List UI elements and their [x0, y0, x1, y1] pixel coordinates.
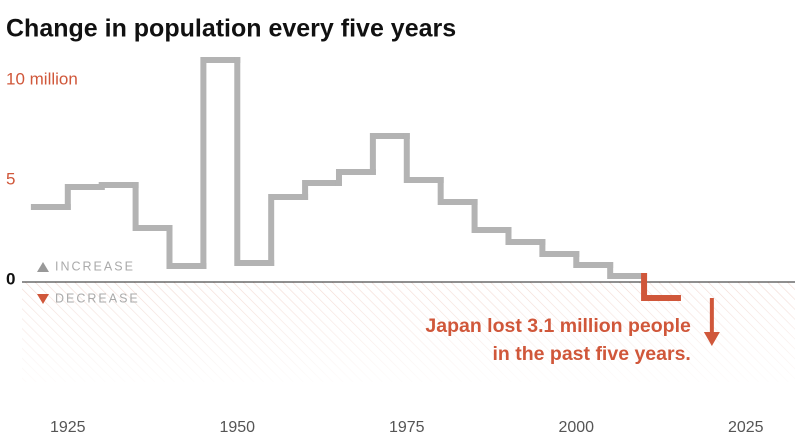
y-tick-label: 0 — [6, 269, 15, 288]
step — [369, 133, 410, 175]
step — [302, 180, 342, 200]
step — [64, 184, 105, 210]
step — [132, 182, 173, 231]
y-tick-label: 5 — [6, 169, 15, 188]
x-tick-label: 2025 — [728, 419, 764, 436]
step — [471, 199, 512, 233]
step — [335, 169, 376, 186]
step — [505, 227, 546, 245]
step — [200, 57, 241, 269]
step — [98, 182, 139, 190]
step — [234, 57, 275, 266]
legend-label: INCREASE — [55, 259, 135, 273]
legend-triangle-down — [37, 294, 49, 304]
step — [403, 133, 444, 183]
step — [573, 251, 614, 268]
y-tick-label: 10 million — [6, 69, 78, 88]
step — [166, 225, 207, 269]
x-tick-label: 1925 — [50, 419, 86, 436]
step — [607, 262, 648, 279]
x-tick-label: 2000 — [558, 419, 594, 436]
legend-triangle-up — [37, 262, 49, 272]
annotation-text: in the past five years. — [493, 343, 691, 365]
step — [268, 194, 309, 266]
chart-title: Change in population every five years — [6, 15, 456, 43]
x-tick-label: 1975 — [389, 419, 425, 436]
legend-label: DECREASE — [55, 291, 140, 305]
x-tick-label: 1950 — [219, 419, 255, 436]
step — [437, 177, 478, 205]
annotation-text: Japan lost 3.1 million people — [425, 315, 691, 337]
step — [641, 273, 681, 301]
arrow-head — [703, 332, 720, 346]
step — [539, 239, 580, 257]
